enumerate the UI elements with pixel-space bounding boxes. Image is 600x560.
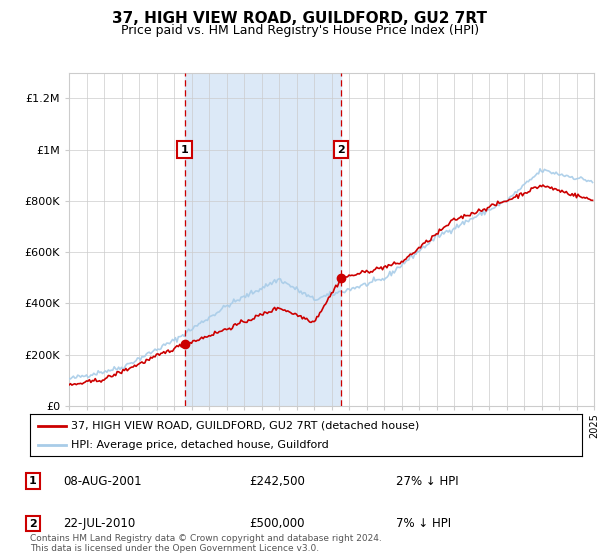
Text: 1: 1 — [29, 476, 37, 486]
Text: HPI: Average price, detached house, Guildford: HPI: Average price, detached house, Guil… — [71, 440, 329, 450]
Text: 37, HIGH VIEW ROAD, GUILDFORD, GU2 7RT (detached house): 37, HIGH VIEW ROAD, GUILDFORD, GU2 7RT (… — [71, 421, 419, 431]
Text: 27% ↓ HPI: 27% ↓ HPI — [396, 474, 458, 488]
Text: 22-JUL-2010: 22-JUL-2010 — [63, 517, 135, 530]
Text: £500,000: £500,000 — [249, 517, 305, 530]
Text: £242,500: £242,500 — [249, 474, 305, 488]
Text: Price paid vs. HM Land Registry's House Price Index (HPI): Price paid vs. HM Land Registry's House … — [121, 24, 479, 36]
Text: 08-AUG-2001: 08-AUG-2001 — [63, 474, 142, 488]
Text: 37, HIGH VIEW ROAD, GUILDFORD, GU2 7RT: 37, HIGH VIEW ROAD, GUILDFORD, GU2 7RT — [113, 11, 487, 26]
Bar — [185, 73, 341, 406]
Text: 2: 2 — [337, 144, 345, 155]
Text: 2: 2 — [29, 519, 37, 529]
Text: Contains HM Land Registry data © Crown copyright and database right 2024.
This d: Contains HM Land Registry data © Crown c… — [30, 534, 382, 553]
Text: 1: 1 — [181, 144, 188, 155]
Text: 7% ↓ HPI: 7% ↓ HPI — [396, 517, 451, 530]
